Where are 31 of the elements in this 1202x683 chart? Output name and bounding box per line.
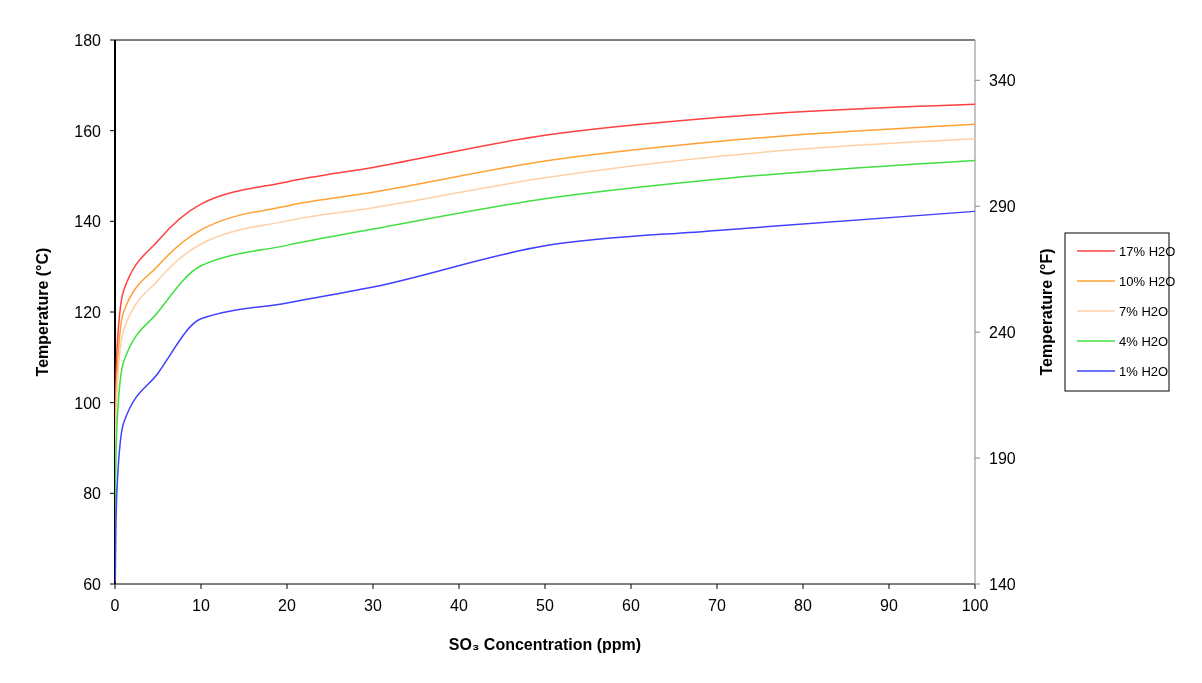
y2-tick-label: 190: [989, 450, 1016, 468]
legend-label: 7% H2O: [1119, 304, 1169, 319]
y2-tick-label: 340: [989, 72, 1016, 90]
x-tick-label: 70: [708, 597, 726, 614]
y2-tick-label: 240: [989, 324, 1016, 342]
legend-label: 1% H2O: [1119, 364, 1169, 379]
y-axis-title: Temperature (°C): [34, 247, 51, 377]
y-tick-label: 80: [83, 485, 102, 503]
x-axis-title: SO₃ Concentration (ppm): [448, 636, 642, 653]
y2-tick-label: 140: [989, 576, 1016, 593]
x-tick-label: 100: [961, 597, 989, 614]
y-tick-label: 140: [74, 213, 102, 231]
x-tick-label: 40: [450, 597, 468, 614]
y-tick-label: 120: [74, 304, 102, 321]
x-tick-label: 60: [622, 597, 640, 614]
legend-label: 4% H2O: [1119, 334, 1169, 349]
y2-axis-title: Temperature (°F): [1038, 248, 1055, 376]
y2-tick-label: 290: [989, 198, 1016, 216]
x-tick-label: 80: [794, 597, 812, 614]
y-tick-label: 180: [74, 32, 102, 49]
y-tick-label: 100: [74, 394, 102, 412]
x-tick-label: 20: [278, 597, 296, 614]
y-tick-label: 60: [83, 576, 102, 593]
x-tick-label: 90: [880, 597, 898, 614]
x-tick-label: 10: [192, 597, 210, 614]
x-tick-label: 0: [110, 597, 120, 614]
legend-label: 17% H2O: [1119, 244, 1176, 259]
y-tick-label: 160: [74, 122, 102, 140]
x-tick-label: 30: [364, 597, 382, 614]
legend-label: 10% H2O: [1119, 274, 1176, 289]
x-tick-label: 50: [536, 597, 554, 614]
